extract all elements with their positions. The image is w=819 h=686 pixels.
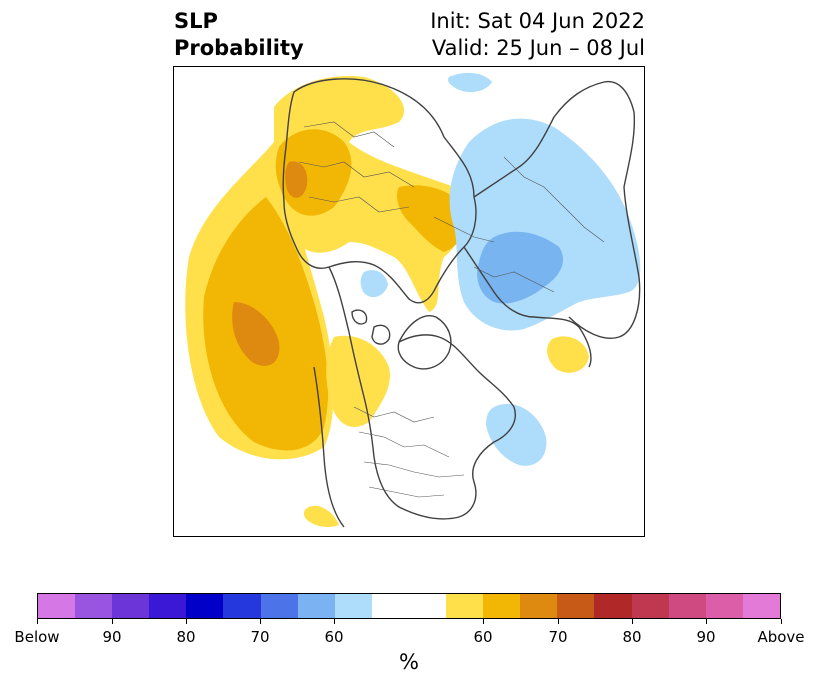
greenland — [397, 315, 452, 370]
colorbar-segment — [75, 594, 113, 618]
colorbar-segment — [594, 594, 632, 618]
map-title: SLP Probability — [174, 8, 304, 62]
below-60-arctic — [447, 72, 492, 93]
colorbar-segment — [483, 594, 521, 618]
arctic-islands — [351, 309, 391, 345]
colorbar-label: 90 — [102, 628, 122, 646]
asia-east-coast — [473, 80, 641, 339]
above-normal-shading — [185, 76, 589, 527]
colorbar-segment — [334, 594, 372, 618]
colorbar-label: 80 — [622, 628, 642, 646]
coastlines — [282, 78, 641, 528]
init-date: Init: Sat 04 Jun 2022 — [430, 9, 645, 33]
colorbar-label: Above — [757, 628, 805, 646]
colorbar-label: 60 — [473, 628, 493, 646]
colorbar-label: Below — [14, 628, 60, 646]
colorbar-segment — [260, 594, 298, 618]
colorbar-tick — [260, 619, 261, 624]
below-60-asia — [449, 118, 641, 331]
colorbar-tick — [781, 619, 782, 624]
colorbar-unit: % — [399, 650, 419, 674]
north-america-coast — [328, 266, 516, 520]
title-product: Probability — [174, 36, 304, 60]
colorbar-segment — [446, 594, 484, 618]
colorbar-segment — [520, 594, 558, 618]
above-60-northamerica — [326, 335, 390, 427]
colorbar-segment — [408, 594, 447, 618]
colorbar-tick — [37, 619, 38, 624]
colorbar-tick — [334, 619, 335, 624]
colorbar-segment — [38, 594, 76, 618]
colorbar-segment — [557, 594, 595, 618]
colorbar-tick — [112, 619, 113, 624]
above-60-subtropics — [303, 505, 339, 527]
colorbar-segment — [186, 594, 224, 618]
colorbar-segment — [742, 594, 780, 618]
probability-map — [173, 66, 645, 537]
below-60-atlantic — [486, 403, 547, 466]
eurasia-coast — [282, 78, 477, 304]
colorbar-tick — [706, 619, 707, 624]
below-normal-shading — [360, 72, 641, 466]
map-dates: Init: Sat 04 Jun 2022 Valid: 25 Jun – 08… — [430, 8, 645, 62]
colorbar-segment — [631, 594, 669, 618]
colorbar-label: 90 — [696, 628, 716, 646]
colorbar-segment — [668, 594, 706, 618]
colorbar-segment — [149, 594, 187, 618]
borders — [298, 121, 605, 498]
valid-range: Valid: 25 Jun – 08 Jul — [431, 36, 645, 60]
above-60-atlantic — [547, 336, 589, 373]
west-coast-americas — [313, 366, 345, 528]
colorbar-tick — [186, 619, 187, 624]
colorbar-segment — [297, 594, 335, 618]
colorbar-label: 70 — [250, 628, 270, 646]
above-70-pacific — [232, 302, 280, 366]
above-70-europe — [285, 161, 308, 198]
colorbar-label: 80 — [176, 628, 196, 646]
colorbar — [37, 593, 781, 619]
colorbar-tick — [483, 619, 484, 624]
colorbar-label: 60 — [324, 628, 344, 646]
europe-coast — [463, 246, 592, 368]
below-60-baffin — [360, 270, 388, 298]
title-variable: SLP — [174, 9, 218, 33]
colorbar-segment — [223, 594, 261, 618]
map-canvas — [185, 72, 641, 528]
colorbar-label: 70 — [548, 628, 568, 646]
colorbar-segment — [112, 594, 150, 618]
colorbar-tick — [632, 619, 633, 624]
colorbar-segment — [705, 594, 743, 618]
colorbar-tick — [558, 619, 559, 624]
colorbar-segment — [371, 594, 409, 618]
